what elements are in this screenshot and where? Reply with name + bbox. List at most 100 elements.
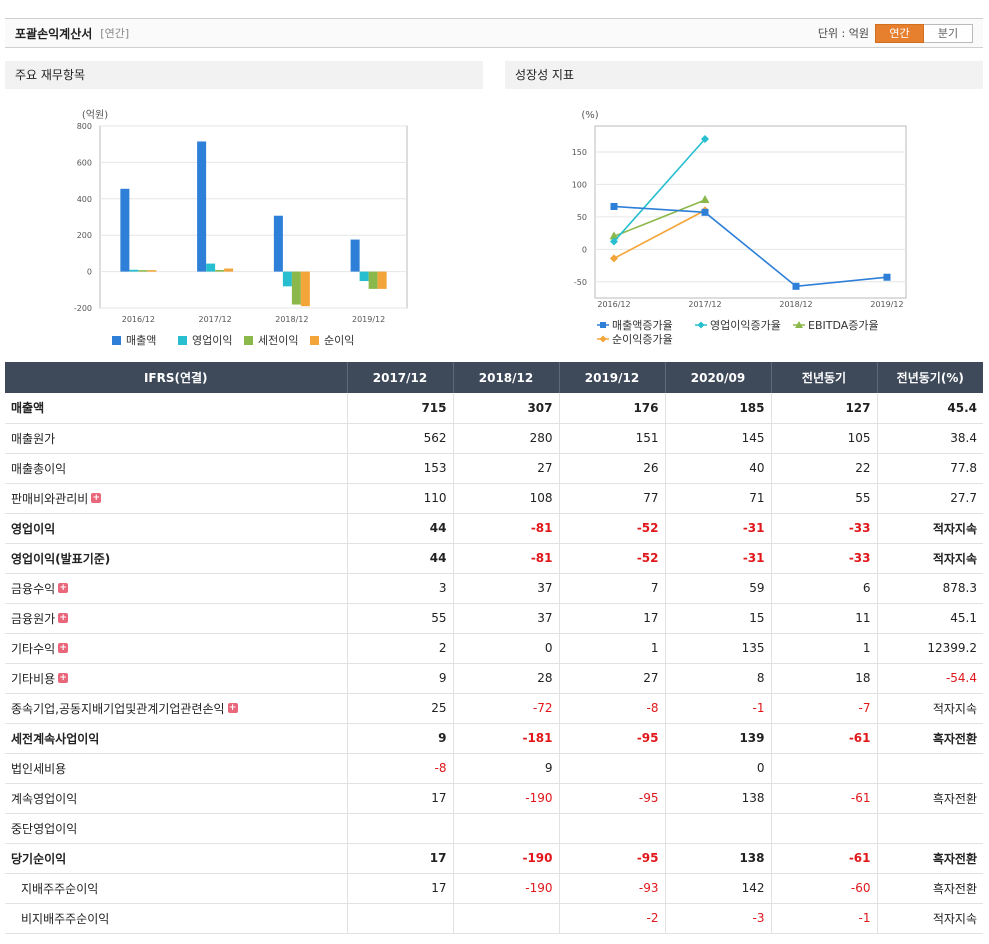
table-cell: -181	[452, 723, 559, 754]
table-cell: 878.3	[876, 573, 983, 604]
row-label: 매출총이익	[11, 461, 67, 476]
row-label-cell[interactable]: 종속기업,공동지배기업및관계기업관련손익 +	[5, 693, 347, 724]
table-cell: 적자지속	[876, 693, 983, 724]
table-row: 법인세비용 -8 9 0	[5, 753, 983, 784]
legend-label: 영업이익증가율	[710, 319, 781, 332]
bar[interactable]	[300, 271, 310, 307]
table-cell: -33	[770, 543, 877, 574]
data-point[interactable]	[701, 208, 709, 216]
income-statement-table: IFRS(연결) 2017/12 2018/12 2019/12 2020/09 전년동기…	[5, 362, 983, 934]
table-cell: 17	[558, 603, 665, 634]
x-tick-label: 2017/12	[199, 315, 232, 324]
x-tick-label: 2018/12	[779, 300, 812, 309]
table-cell: -190	[452, 783, 559, 814]
row-label: 법인세비용	[11, 761, 67, 776]
data-point[interactable]	[883, 273, 891, 281]
column-header: 2020/09	[664, 362, 771, 393]
x-tick-label: 2017/12	[688, 300, 721, 309]
expand-plus-icon[interactable]: +	[58, 613, 69, 623]
bar[interactable]	[129, 269, 139, 272]
legend-label: 세전이익	[258, 334, 298, 347]
y-axis-unit: (억원)	[82, 109, 108, 121]
bar[interactable]	[282, 271, 292, 287]
legend-label: EBITDA증가율	[808, 319, 879, 332]
column-header: 2019/12	[558, 362, 665, 393]
table-cell: 139	[664, 723, 771, 754]
table-cell: 28	[452, 663, 559, 694]
table-cell: 138	[664, 843, 771, 874]
bar[interactable]	[215, 269, 225, 272]
legend-marker	[599, 335, 607, 343]
statement-period: [연간]	[100, 27, 130, 40]
expand-plus-icon[interactable]: +	[58, 673, 69, 683]
expand-plus-icon[interactable]: +	[58, 643, 69, 653]
table-cell: 127	[770, 393, 877, 424]
legend-swatch	[178, 336, 187, 345]
table-cell: 142	[664, 873, 771, 904]
data-point[interactable]	[610, 237, 618, 246]
data-point[interactable]	[610, 202, 618, 210]
row-label-cell[interactable]: 기타수익 +	[5, 633, 347, 664]
statement-title: 포괄손익계산서	[15, 26, 93, 41]
bar[interactable]	[350, 239, 360, 272]
table-row: 기타비용 +9 28 27 8 18 -54.4	[5, 663, 983, 694]
bar[interactable]	[377, 271, 387, 289]
row-label: 계속영업이익	[11, 791, 78, 806]
bar[interactable]	[197, 141, 207, 272]
table-cell: 9	[452, 753, 559, 784]
row-label-cell[interactable]: 금융원가 +	[5, 603, 347, 634]
expand-plus-icon[interactable]: +	[58, 583, 69, 593]
table-cell	[558, 753, 665, 784]
table-cell: 153	[346, 453, 453, 484]
data-point[interactable]	[700, 194, 710, 203]
table-cell: -52	[558, 543, 665, 574]
statement-header: 포괄손익계산서 [연간] 단위 : 억원 연간 분기	[5, 18, 983, 48]
data-point[interactable]	[701, 134, 709, 143]
bar[interactable]	[138, 270, 148, 272]
right-panel-title: 성장성 지표	[505, 61, 983, 89]
row-label: 세전계속사업이익	[11, 731, 100, 746]
bar[interactable]	[291, 271, 301, 305]
table-cell: -61	[770, 783, 877, 814]
series-line	[613, 209, 706, 260]
row-label-cell: 비지배주주순이익	[5, 903, 347, 934]
row-label: 지배주주순이익	[21, 881, 99, 896]
table-cell	[452, 903, 559, 934]
bar[interactable]	[368, 271, 378, 289]
row-label-cell[interactable]: 금융수익 +	[5, 573, 347, 604]
row-label-cell[interactable]: 기타비용 +	[5, 663, 347, 694]
expand-plus-icon[interactable]: +	[227, 703, 238, 713]
bar[interactable]	[224, 268, 234, 272]
bar[interactable]	[273, 215, 283, 272]
legend-swatch	[244, 336, 253, 345]
expand-plus-icon[interactable]: +	[91, 493, 102, 503]
tab-annual[interactable]: 연간	[875, 23, 924, 43]
y-tick-label: -50	[574, 278, 587, 287]
data-point[interactable]	[792, 282, 800, 290]
tab-quarter[interactable]: 분기	[924, 23, 973, 43]
table-cell: -7	[770, 693, 877, 724]
table-row: 영업이익(발표기준) 44 -81 -52 -31 -33 적자지속	[5, 543, 983, 574]
table-cell	[346, 813, 453, 844]
bar[interactable]	[206, 263, 216, 272]
table-row: 중단영업이익	[5, 813, 983, 844]
table-cell: 185	[664, 393, 771, 424]
table-cell: 37	[452, 603, 559, 634]
table-cell: 55	[770, 483, 877, 514]
row-label-cell: 매출총이익	[5, 453, 347, 484]
table-cell: 71	[664, 483, 771, 514]
bar[interactable]	[147, 270, 157, 272]
table-row: 판매비와관리비 +110 108 77 71 55 27.7	[5, 483, 983, 514]
legend-swatch	[112, 336, 121, 345]
table-cell: 135	[664, 633, 771, 664]
x-tick-label: 2016/12	[597, 300, 630, 309]
table-cell: 45.4	[876, 393, 983, 424]
bar[interactable]	[120, 188, 130, 272]
table-cell: 17	[346, 783, 453, 814]
row-label-cell[interactable]: 판매비와관리비 +	[5, 483, 347, 514]
bar[interactable]	[359, 271, 369, 282]
table-cell: -3	[664, 903, 771, 934]
table-row: 매출총이익 153 27 26 40 22 77.8	[5, 453, 983, 484]
data-point[interactable]	[609, 231, 619, 240]
table-cell: 25	[346, 693, 453, 724]
